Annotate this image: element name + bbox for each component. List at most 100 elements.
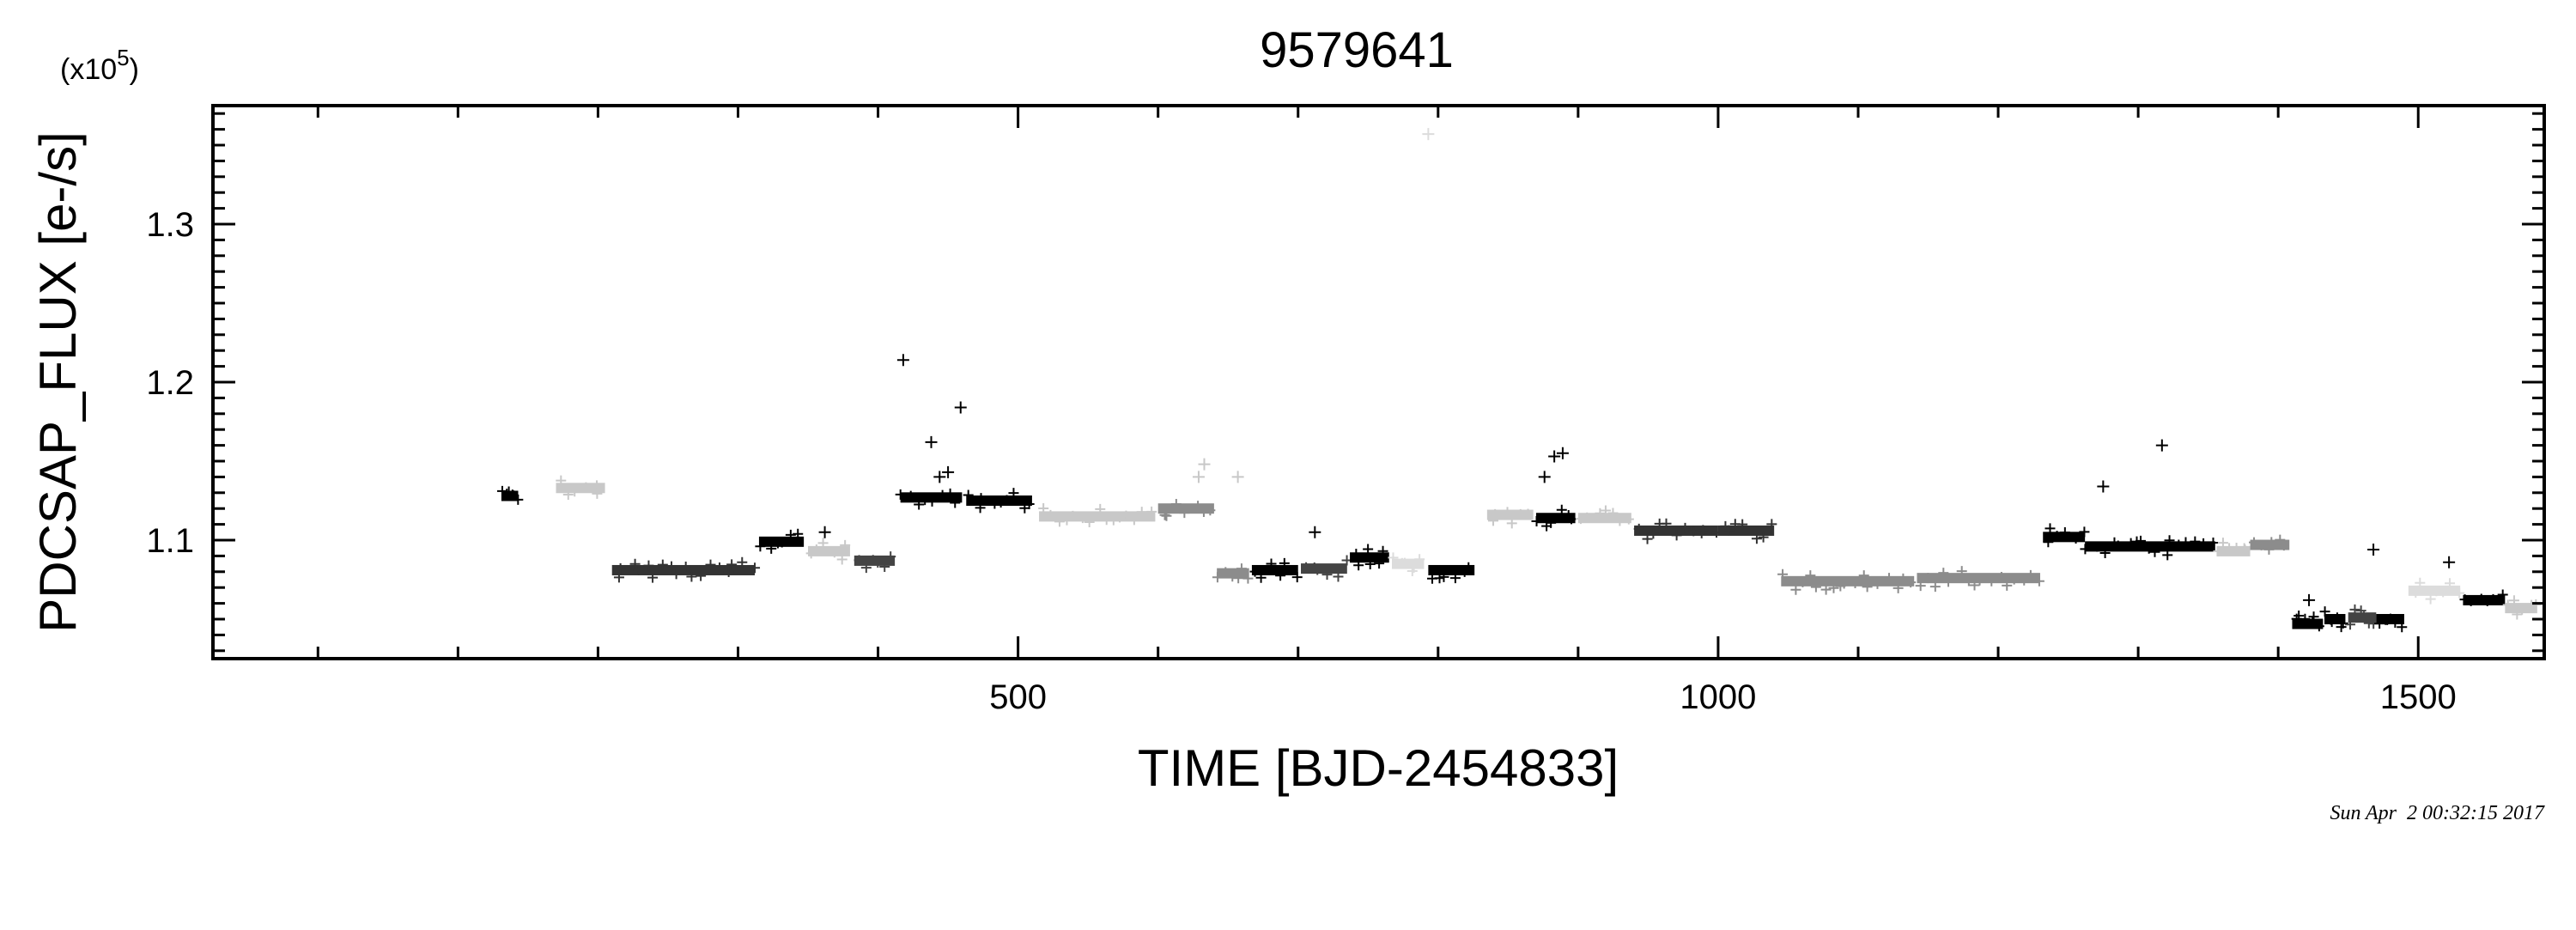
data-point: [1236, 563, 1247, 574]
segment-band: [1428, 564, 1475, 575]
data-point: [1170, 498, 1182, 509]
data-point: [643, 560, 654, 571]
data-point: [2136, 535, 2147, 546]
data-point: [1422, 128, 1435, 141]
data-point: [1810, 581, 1821, 593]
data-point: [933, 471, 946, 483]
data-point: [1220, 567, 1231, 578]
segment-band: [1301, 563, 1347, 574]
data-point: [2263, 544, 2275, 555]
data-point: [1198, 507, 1209, 518]
data-point: [2303, 593, 2316, 606]
data-point: [2517, 604, 2528, 615]
data-point: [2307, 617, 2318, 628]
data-point: [2331, 612, 2342, 623]
data-point: [1929, 581, 1941, 593]
data-point: [905, 490, 916, 501]
data-point: [723, 567, 734, 578]
data-segment: [854, 551, 896, 574]
data-point: [1522, 508, 1534, 520]
data-point: [2300, 613, 2311, 624]
y-multiplier: (x105): [60, 45, 139, 86]
data-point: [2482, 595, 2493, 606]
data-point: [1938, 568, 1949, 579]
data-point: [2410, 587, 2421, 599]
data-point: [1377, 545, 1388, 556]
data-point: [1212, 572, 1223, 583]
data-point: [657, 559, 668, 570]
data-point: [1128, 514, 1139, 526]
data-point: [2256, 539, 2267, 550]
data-point: [872, 557, 884, 568]
data-segment: [1915, 566, 2044, 593]
data-point: [2059, 527, 2070, 538]
data-point: [1698, 525, 1709, 536]
data-point: [1566, 514, 1577, 525]
data-segment: [2459, 589, 2508, 606]
data-point: [615, 562, 626, 574]
data-point: [2155, 439, 2168, 452]
data-point: [1231, 471, 1244, 483]
data-point: [1872, 578, 1883, 589]
data-point: [1838, 578, 1850, 589]
data-point: [1275, 570, 1286, 581]
data-point: [1227, 571, 1238, 582]
data-point: [2345, 619, 2356, 630]
data-segment: [1427, 562, 1475, 584]
data-segment: [2345, 604, 2379, 630]
data-point: [1671, 530, 1682, 541]
data-point: [1146, 506, 1157, 517]
data-point: [1121, 510, 1132, 521]
data-point: [1595, 508, 1606, 519]
data-point: [1680, 522, 1691, 533]
data-point: [680, 561, 691, 572]
data-point: [2051, 531, 2063, 542]
data-point: [1038, 502, 1049, 514]
data-point: [1723, 525, 1735, 536]
data-point: [2358, 611, 2369, 623]
data-point: [945, 488, 956, 499]
data-segment: [2408, 577, 2465, 605]
data-point: [1996, 572, 2007, 583]
data-segment: [1576, 505, 1634, 526]
data-point: [2293, 610, 2305, 621]
data-point: [2070, 533, 2081, 544]
data-point: [2080, 544, 2091, 555]
data-point: [2465, 595, 2476, 606]
data-point: [1633, 523, 1644, 534]
data-point: [766, 543, 777, 554]
data-point: [2198, 538, 2209, 549]
data-point: [1077, 513, 1088, 524]
data-point: [1777, 568, 1789, 580]
axis-ticks: [213, 106, 2544, 659]
data-point: [1233, 573, 1244, 584]
segment-band: [2348, 612, 2377, 623]
plot-points: [496, 128, 2542, 633]
data-point: [2149, 546, 2160, 557]
data-segment: [2502, 595, 2542, 620]
segment-band: [1535, 513, 1576, 524]
data-point: [2326, 617, 2337, 628]
data-point: [2112, 540, 2123, 551]
data-point: [1614, 515, 1625, 526]
data-point: [2454, 587, 2465, 599]
axis-tick-labels: 500 1000 1500 1.1 1.2 1.3: [146, 206, 2456, 716]
data-point: [805, 548, 817, 559]
data-point: [818, 526, 831, 538]
data-point: [1414, 554, 1425, 565]
y-multiplier-base: (x10: [60, 53, 117, 86]
data-point: [1751, 533, 1762, 544]
data-segment: [755, 528, 805, 554]
plot-frame: [211, 104, 2546, 660]
data-point: [1364, 558, 1376, 569]
data-point: [2508, 595, 2519, 606]
y-multiplier-close: ): [130, 53, 139, 86]
data-point: [2488, 593, 2499, 605]
data-point: [1001, 495, 1012, 506]
data-point: [867, 555, 878, 566]
data-segment: [496, 485, 524, 505]
data-point: [2512, 609, 2523, 620]
data-point: [1351, 548, 1362, 559]
data-point: [2443, 556, 2456, 568]
data-point: [696, 570, 707, 581]
